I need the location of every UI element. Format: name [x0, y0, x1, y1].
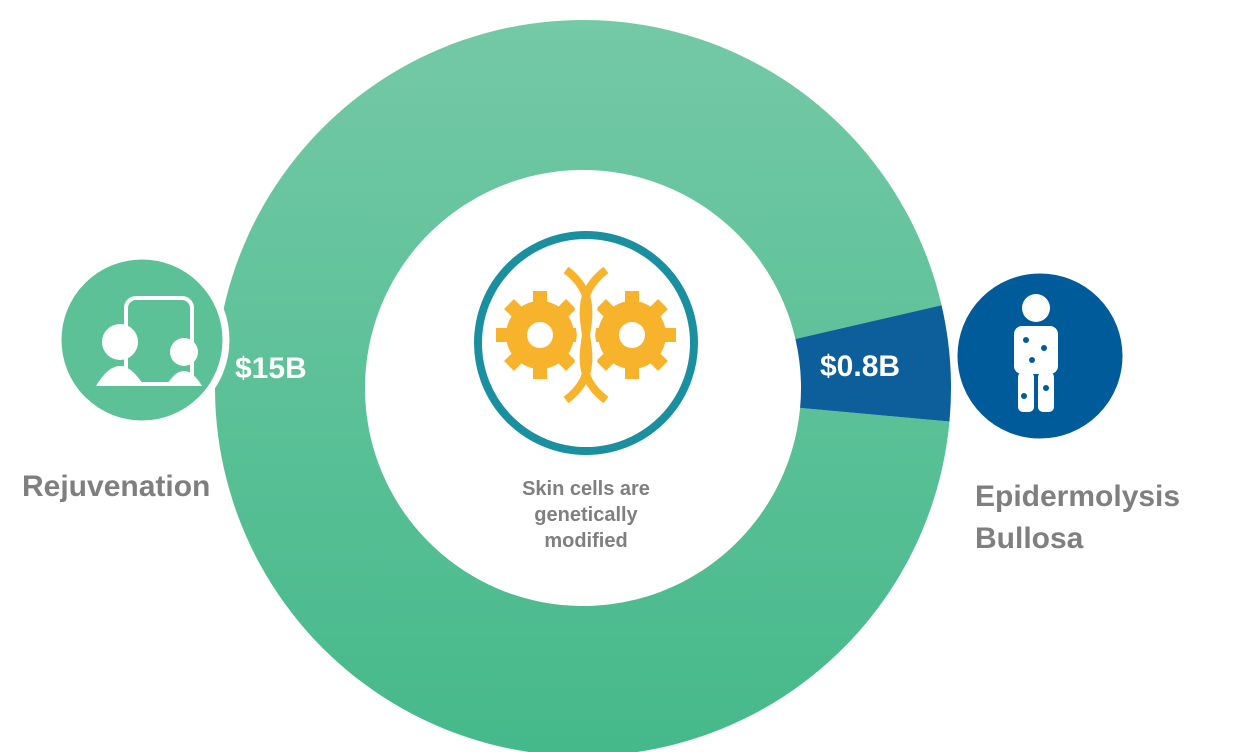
category-label: Epidermolysis Bullosa [975, 480, 1181, 555]
center-text: Skin cells are genetically modified [522, 478, 650, 552]
dna-gear-icon [496, 262, 676, 408]
donut-segment [795, 305, 951, 422]
value-label: $0.8B [820, 350, 901, 383]
donut-segment [215, 20, 950, 752]
value-label: $15B [235, 352, 307, 385]
child-icon [1014, 294, 1058, 412]
donut [215, 20, 951, 752]
rejuvenation-icon [54, 252, 230, 428]
faces-icon [96, 296, 202, 386]
category-label: Rejuvenation [22, 470, 211, 503]
